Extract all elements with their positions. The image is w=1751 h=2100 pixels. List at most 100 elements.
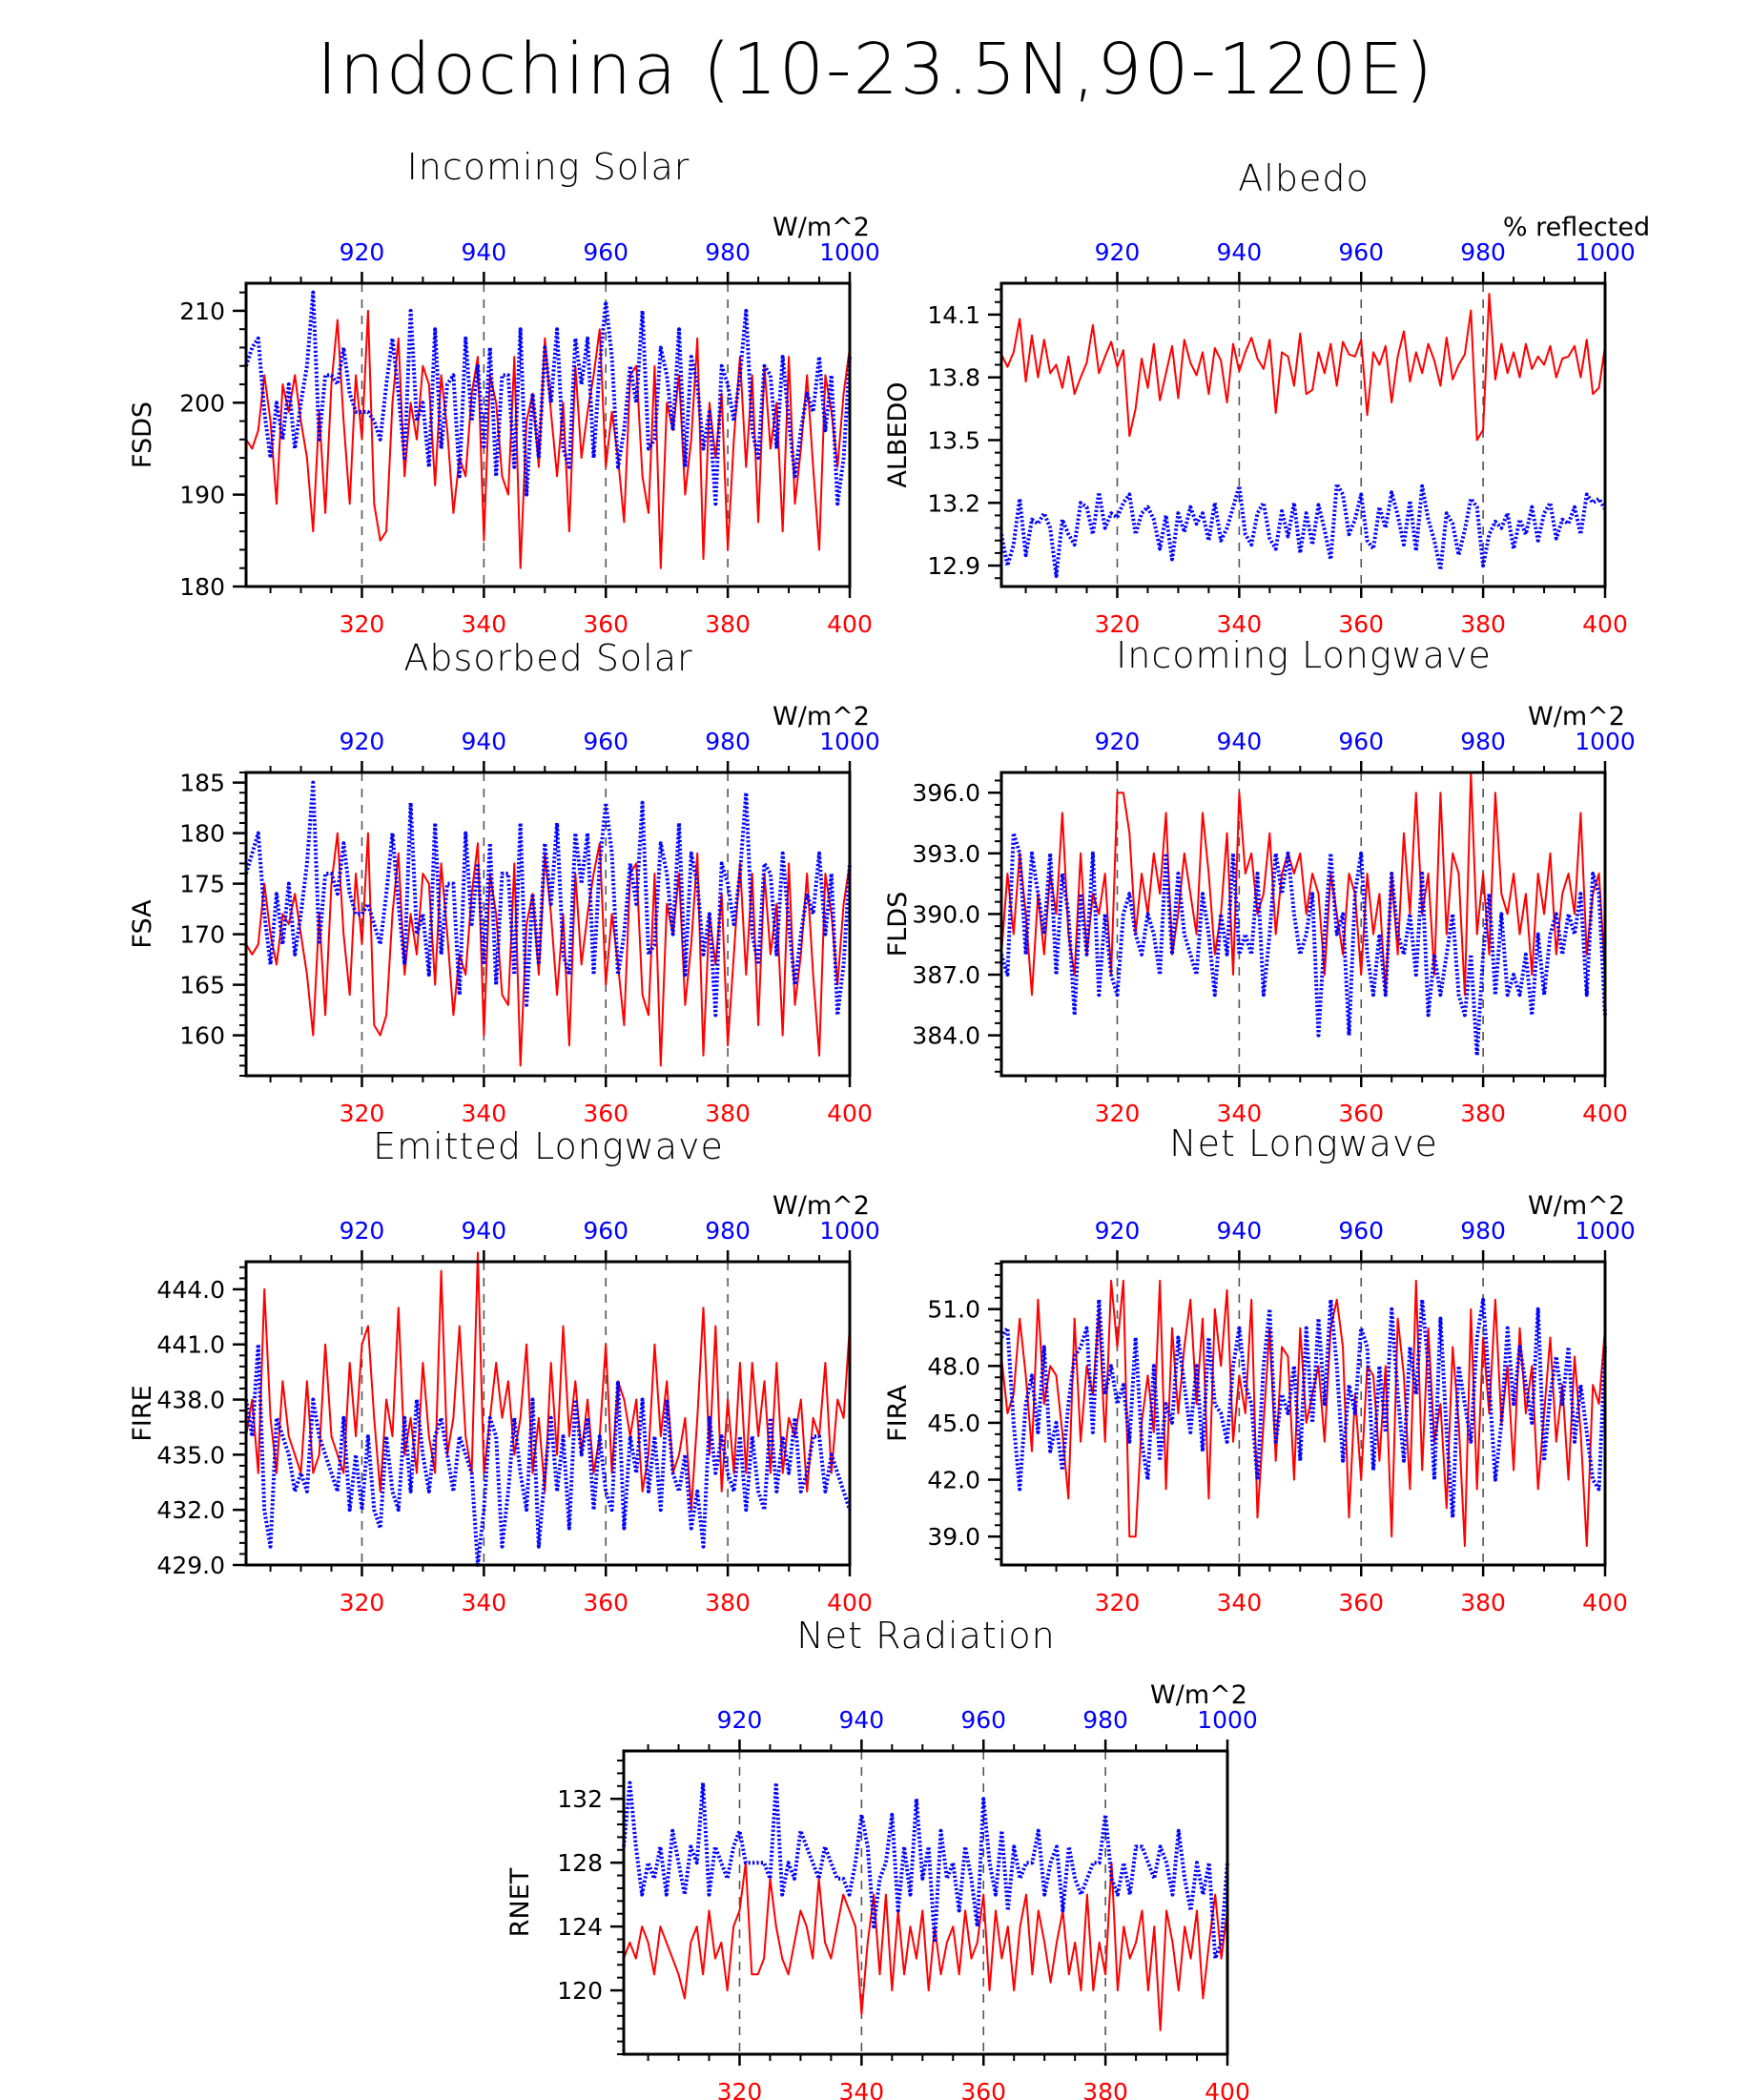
series-line-red — [1000, 1279, 1606, 1548]
x-bottom-tick-label: 320 — [1095, 1589, 1141, 1616]
x-bottom-tick-label: 320 — [340, 610, 385, 638]
units-label: W/m^2 — [772, 702, 870, 731]
x-bottom-tick-label: 400 — [1582, 1100, 1628, 1127]
y-tick-label: 185 — [179, 770, 225, 797]
x-top-tick-label: 920 — [1095, 238, 1141, 266]
chart-panel-7: Net Radiation W/m^2 120 124 128 132 RNET 320 340… — [505, 1615, 1258, 2100]
y-tick-label: 51.0 — [927, 1296, 980, 1324]
y-axis-label: FSDS — [128, 401, 157, 468]
series-line-blue — [244, 290, 852, 506]
chart-title: Net Longwave — [1169, 1122, 1438, 1164]
x-bottom-tick-label: 380 — [705, 1589, 751, 1616]
chart-title: Net Radiation — [796, 1615, 1055, 1657]
units-label: W/m^2 — [1528, 1191, 1625, 1221]
y-tick-label: 180 — [179, 820, 225, 848]
y-tick-label: 132 — [557, 1785, 603, 1813]
x-top-tick-label: 980 — [705, 238, 751, 266]
y-tick-label: 170 — [179, 921, 225, 949]
x-top-tick-label: 940 — [462, 1217, 507, 1245]
x-top-tick-label: 980 — [705, 728, 751, 755]
x-top-tick-label: 1000 — [819, 238, 880, 266]
x-bottom-tick-label: 360 — [1338, 1589, 1384, 1616]
x-bottom-tick-label: 340 — [462, 1100, 507, 1127]
units-label: W/m^2 — [772, 213, 870, 242]
y-tick-label: 441.0 — [156, 1331, 225, 1359]
x-bottom-tick-label: 320 — [340, 1589, 385, 1616]
figure-title: Indochina (10-23.5N,90-120E) — [317, 29, 1434, 111]
x-top-tick-label: 980 — [705, 1217, 751, 1245]
series-line-blue — [999, 831, 1607, 1058]
x-top-tick-label: 940 — [462, 238, 507, 266]
y-tick-label: 200 — [179, 389, 225, 417]
x-bottom-tick-label: 320 — [1095, 1100, 1141, 1127]
x-bottom-tick-label: 320 — [717, 2078, 763, 2100]
y-tick-label: 120 — [557, 1977, 603, 2005]
y-tick-label: 128 — [557, 1849, 603, 1877]
x-top-tick-label: 920 — [340, 238, 385, 266]
y-tick-label: 444.0 — [156, 1276, 225, 1304]
units-label: W/m^2 — [772, 1191, 870, 1221]
units-label: W/m^2 — [1150, 1680, 1247, 1710]
x-bottom-tick-label: 360 — [960, 2078, 1006, 2100]
plot-frame — [622, 1749, 1229, 2056]
x-bottom-tick-label: 340 — [839, 2078, 885, 2100]
y-tick-label: 12.9 — [927, 552, 980, 580]
x-top-tick-label: 1000 — [1197, 1706, 1258, 1734]
y-tick-label: 390.0 — [912, 900, 980, 928]
series-line-red — [1000, 293, 1606, 442]
x-bottom-tick-label: 360 — [1338, 610, 1384, 638]
x-bottom-tick-label: 340 — [1217, 1589, 1263, 1616]
x-top-tick-label: 960 — [960, 1706, 1006, 1734]
y-tick-label: 387.0 — [912, 961, 980, 989]
x-bottom-tick-label: 320 — [1095, 610, 1141, 638]
x-top-tick-label: 960 — [1338, 1217, 1384, 1245]
x-top-tick-label: 980 — [1460, 1217, 1506, 1245]
series-line-red — [245, 1251, 851, 1512]
x-top-tick-label: 940 — [462, 728, 507, 755]
x-top-tick-label: 920 — [1095, 728, 1141, 755]
x-top-tick-label: 920 — [340, 728, 385, 755]
series-line-blue — [622, 1781, 1229, 1961]
y-tick-label: 124 — [557, 1913, 603, 1941]
x-bottom-tick-label: 360 — [583, 1589, 628, 1616]
y-tick-label: 160 — [179, 1022, 225, 1050]
units-label: W/m^2 — [1528, 702, 1625, 731]
units-label: % reflected — [1503, 213, 1650, 242]
chart-panel-3: Absorbed Solar W/m^2 160 165 170 175 180 185 FSA… — [128, 637, 880, 1127]
y-axis-label: FSA — [128, 899, 157, 949]
x-top-tick-label: 920 — [717, 1706, 763, 1734]
x-bottom-tick-label: 380 — [1460, 1100, 1506, 1127]
y-tick-label: 13.8 — [927, 364, 980, 392]
chart-title: Albedo — [1238, 157, 1369, 199]
y-tick-label: 435.0 — [156, 1441, 225, 1469]
x-bottom-tick-label: 400 — [1205, 2078, 1250, 2100]
y-axis-label: RNET — [505, 1867, 535, 1937]
x-top-tick-label: 980 — [1460, 238, 1506, 266]
y-tick-label: 190 — [179, 482, 225, 509]
x-bottom-tick-label: 400 — [827, 1100, 873, 1127]
y-tick-label: 396.0 — [912, 779, 980, 807]
y-tick-label: 14.1 — [927, 301, 980, 329]
x-top-tick-label: 1000 — [819, 728, 880, 755]
chart-title: Incoming Solar — [407, 146, 690, 188]
y-tick-label: 180 — [179, 573, 225, 601]
x-bottom-tick-label: 380 — [705, 1100, 751, 1127]
chart-panel-4: Incoming Longwave W/m^2 384.0 387.0 390.0 393… — [883, 634, 1636, 1127]
x-top-tick-label: 1000 — [1575, 1217, 1636, 1245]
series-line-blue — [999, 482, 1607, 578]
y-tick-label: 175 — [179, 871, 225, 898]
chart-title: Absorbed Solar — [403, 637, 692, 679]
y-tick-label: 210 — [179, 298, 225, 325]
x-bottom-tick-label: 340 — [1217, 1100, 1263, 1127]
x-top-tick-label: 920 — [340, 1217, 385, 1245]
plot-frame — [999, 281, 1607, 588]
x-bottom-tick-label: 320 — [340, 1100, 385, 1127]
y-axis-label: ALBEDO — [883, 381, 913, 487]
x-bottom-tick-label: 380 — [1460, 1589, 1506, 1616]
x-bottom-tick-label: 360 — [583, 1100, 628, 1127]
y-axis-label: FIRA — [883, 1385, 913, 1442]
y-axis-label: FLDS — [883, 892, 913, 957]
x-bottom-tick-label: 340 — [462, 610, 507, 638]
x-bottom-tick-label: 340 — [462, 1589, 507, 1616]
